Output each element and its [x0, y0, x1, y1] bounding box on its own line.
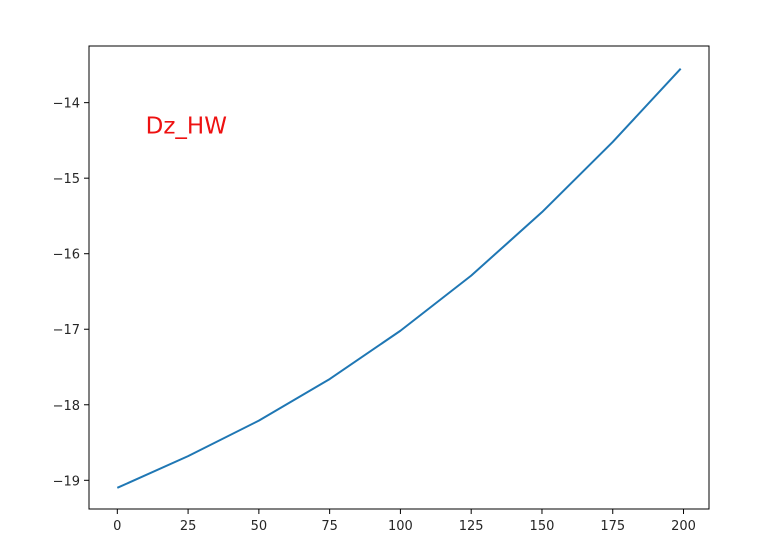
y-tick-label: −19	[53, 474, 80, 489]
x-tick-label: 50	[251, 519, 268, 534]
y-tick-label: −15	[53, 172, 80, 187]
x-tick-label: 100	[388, 519, 413, 534]
annotation-label: Dz_HW	[146, 113, 227, 139]
axes-frame	[88, 45, 710, 510]
y-tick-label: −16	[53, 248, 80, 263]
x-tick-label: 25	[180, 519, 197, 534]
x-tick-label: 175	[600, 519, 625, 534]
x-tick-label: 125	[459, 519, 484, 534]
y-tick-label: −18	[53, 399, 80, 414]
y-tick-label: −14	[53, 97, 80, 112]
plot-area	[88, 45, 710, 510]
x-tick-label: 200	[671, 519, 696, 534]
x-axis: 0 25 50 75 100 125 150 175 200	[113, 509, 696, 534]
y-axis: −19 −18 −17 −16 −15 −14	[53, 97, 89, 489]
series-line-0	[116, 67, 682, 489]
x-tick-label: 150	[530, 519, 555, 534]
x-tick-label: 75	[321, 519, 338, 534]
x-tick-label: 0	[113, 519, 121, 534]
y-tick-label: −17	[53, 323, 80, 338]
